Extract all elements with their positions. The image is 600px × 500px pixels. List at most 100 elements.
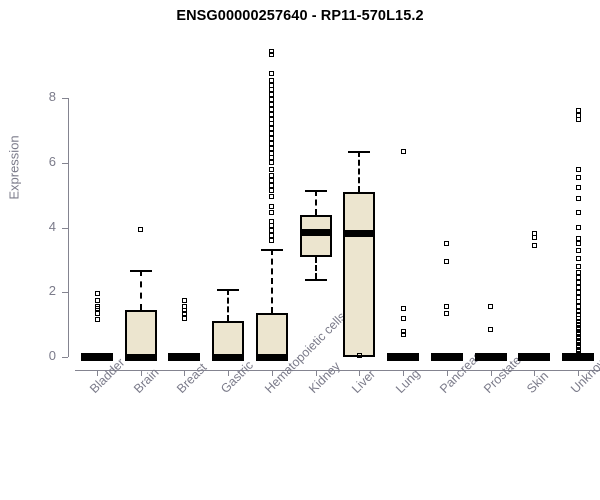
outlier-point [575,275,581,281]
x-tick-mark [228,370,230,376]
whisker-upper [227,289,230,322]
median-line [299,228,332,236]
box-flat [474,353,507,361]
y-tick-label: 2 [48,283,56,299]
outlier-point [575,280,581,286]
outlier-point [269,116,275,122]
outlier-point [444,241,450,247]
outlier-point [575,350,581,356]
box-flat [168,353,201,361]
outlier-point [444,258,450,264]
outlier-point [488,304,494,310]
outlier-point [269,121,275,127]
outlier-point [575,289,581,295]
chart-title: ENSG00000257640 - RP11-570L15.2 [176,8,424,24]
whisker-cap-upper [304,190,327,193]
x-tick-label: Kidney [305,359,343,396]
box-rect [124,310,157,357]
y-tick-label: 8 [48,89,56,104]
outlier-point [94,291,100,297]
outlier-point [575,299,581,305]
whisker-lower [314,256,317,280]
y-axis-label: Expression [6,135,22,200]
outlier-point [138,226,144,232]
y-tick-label: 6 [48,153,56,169]
x-tick-mark [446,370,448,376]
outlier-point [575,315,581,321]
whisker-cap-lower [304,279,327,282]
x-tick-mark [271,370,273,376]
outlier-point [269,160,275,166]
outlier-point [269,233,275,239]
outlier-point [269,166,275,172]
x-tick-label: Breast [174,360,210,396]
outlier-point [181,310,187,316]
outlier-point [575,247,581,253]
y-tick-mark [62,98,68,99]
outlier-point [400,315,406,321]
outlier-point [575,324,581,330]
outlier-point [575,340,581,346]
outlier-point [269,101,275,107]
outlier-point [269,173,275,179]
outlier-point [181,304,187,310]
outlier-point [531,242,537,248]
outlier-point [444,310,450,316]
outlier-point [575,337,581,343]
x-tick-mark [97,370,98,376]
outlier-point [269,87,275,93]
x-tick-mark [140,370,142,376]
outlier-point [269,194,275,200]
median-line [124,353,157,361]
x-axis-line [75,370,600,371]
outlier-point [575,345,581,351]
box-flat [518,353,551,361]
outlier-point [575,332,581,338]
x-tick-mark [490,370,492,376]
median-line [255,353,288,361]
outlier-point [575,270,581,276]
outlier-point [400,328,406,334]
outlier-point [269,51,275,57]
outlier-point [269,182,275,188]
outlier-point [575,322,581,328]
outlier-point [400,148,406,154]
outlier-point [94,310,100,316]
outlier-point [575,116,581,122]
outlier-point [575,304,581,310]
y-tick-label: 4 [48,218,56,234]
outlier-point [269,71,275,77]
y-tick-mark [62,357,68,358]
outlier-point [575,284,581,290]
x-tick-label: Liver [349,366,379,396]
outlier-point [575,263,581,269]
whisker-upper [139,269,142,311]
whisker-upper [358,151,361,192]
whisker-cap-upper [260,248,283,251]
outlier-point [94,317,100,323]
median-line [212,353,245,361]
outlier-point [575,327,581,333]
y-axis-line [68,98,69,357]
outlier-point [269,223,275,229]
outlier-point [356,352,362,358]
box-rect [212,321,245,357]
outlier-point [269,140,275,146]
box-flat [562,353,594,361]
outlier-point [444,304,450,310]
whisker-upper [270,248,273,314]
x-tick-label: Gastric [218,358,257,396]
outlier-point [531,234,537,240]
outlier-point [575,174,581,180]
outlier-point [531,231,537,237]
outlier-point [488,326,494,332]
outlier-point [269,82,275,88]
outlier-point [575,329,581,335]
outlier-point [181,297,187,303]
outlier-point [181,315,187,321]
outlier-point [575,342,581,348]
x-tick-label: Skin [524,368,552,396]
outlier-point [269,126,275,132]
x-tick-mark [184,370,186,376]
outlier-point [269,178,275,184]
